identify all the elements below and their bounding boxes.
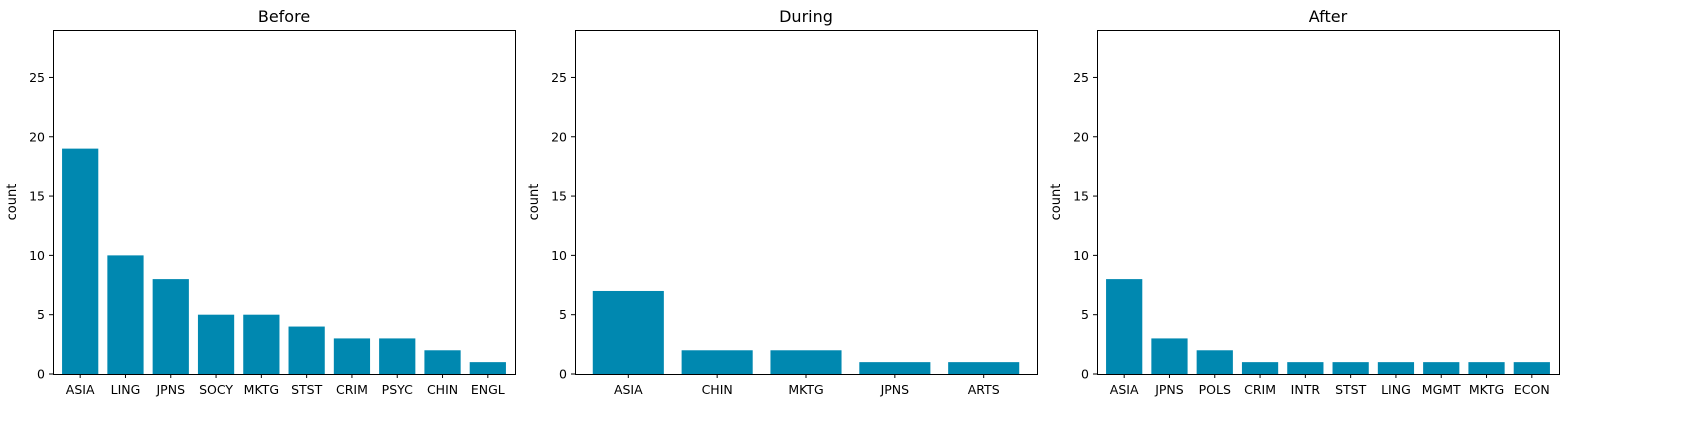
y-tick-label: 25 [29, 70, 45, 85]
bar-asia [62, 148, 99, 374]
chart-title: After [1309, 7, 1348, 26]
bar-chin [424, 350, 461, 374]
bar-intr [1287, 362, 1324, 374]
bar-stst [288, 326, 325, 374]
x-tick-label: CRIM [336, 382, 368, 397]
chart-panel-after: After count ASIA JPNS POLS CRIM INTR STST LING… [1049, 7, 1560, 397]
x-tick-label: PSYC [382, 382, 413, 397]
plot-frame [53, 30, 516, 375]
bar-ling [1377, 362, 1415, 374]
y-axis-label: count [527, 184, 542, 221]
y-tick-label: 10 [1073, 248, 1089, 263]
x-tick-label: POLS [1199, 382, 1231, 397]
y-tick-label: 0 [1081, 367, 1089, 382]
bar-mktg [1468, 362, 1505, 374]
x-tick-label: LING [1381, 382, 1411, 397]
bar-chin [681, 350, 753, 374]
bar-mktg [770, 350, 842, 374]
bar-pols [1196, 350, 1233, 374]
y-tick-label: 15 [29, 189, 45, 204]
bar-jpns [1151, 338, 1188, 374]
y-tick-label: 0 [559, 367, 567, 382]
x-tick-label: LING [111, 382, 141, 397]
chart-title: Before [258, 7, 310, 26]
x-tick-label: STST [1335, 382, 1367, 397]
y-tick-label: 5 [37, 307, 45, 322]
y-tick-label: 15 [551, 189, 567, 204]
plot-frame [1097, 30, 1560, 375]
x-tick-label: JPNS [880, 382, 910, 397]
y-tick-label: 5 [1081, 307, 1089, 322]
y-tick-label: 20 [551, 129, 567, 144]
x-tick-label: JPNS [156, 382, 186, 397]
bar-asia [592, 290, 664, 374]
x-tick-label: JPNS [1154, 382, 1184, 397]
y-axis-label: count [5, 184, 20, 221]
chart-panel-during: During count ASIA CHIN MKTG JPNS ARTS 0 5 10 15 2… [527, 7, 1038, 397]
x-tick-label: ECON [1514, 382, 1550, 397]
chart-title: During [779, 7, 833, 26]
x-tick-label: CRIM [1244, 382, 1276, 397]
x-tick-label: CHIN [702, 382, 733, 397]
bar-psyc [379, 338, 416, 374]
x-tick-label: MGMT [1422, 382, 1461, 397]
x-tick-label: CHIN [427, 382, 458, 397]
y-tick-label: 20 [29, 129, 45, 144]
bar-mktg [243, 314, 280, 374]
bar-jpns [859, 362, 931, 374]
bar-ling [107, 255, 144, 374]
bar-crim [1241, 362, 1279, 374]
bar-crim [333, 338, 371, 374]
x-tick-label: MKTG [244, 382, 279, 397]
x-tick-label: MKTG [788, 382, 823, 397]
y-tick-label: 10 [551, 248, 567, 263]
y-tick-label: 20 [1073, 129, 1089, 144]
y-tick-label: 15 [1073, 189, 1089, 204]
bar-engl [469, 362, 506, 374]
y-tick-label: 0 [37, 367, 45, 382]
bar-asia [1106, 279, 1143, 374]
x-tick-label: INTR [1291, 382, 1321, 397]
bar-mgmt [1423, 362, 1460, 374]
x-tick-label: ARTS [968, 382, 1000, 397]
x-tick-label: ENGL [471, 382, 505, 397]
bar-econ [1513, 362, 1550, 374]
x-tick-label: ASIA [614, 382, 643, 397]
plot-frame [575, 30, 1038, 375]
y-tick-label: 25 [551, 70, 567, 85]
y-tick-label: 25 [1073, 70, 1089, 85]
chart-panel-before: Before count ASIA LING JPNS SOCY MKTG STST CRI… [5, 7, 516, 397]
x-tick-label: STST [291, 382, 323, 397]
bar-stst [1332, 362, 1369, 374]
x-tick-label: ASIA [66, 382, 95, 397]
y-tick-label: 5 [559, 307, 567, 322]
x-tick-label: ASIA [1110, 382, 1139, 397]
x-tick-label: MKTG [1469, 382, 1504, 397]
y-tick-label: 10 [29, 248, 45, 263]
y-axis-label: count [1049, 184, 1064, 221]
bar-arts [948, 362, 1020, 374]
bar-socy [197, 314, 235, 374]
bar-jpns [152, 279, 189, 374]
x-tick-label: SOCY [199, 382, 233, 397]
